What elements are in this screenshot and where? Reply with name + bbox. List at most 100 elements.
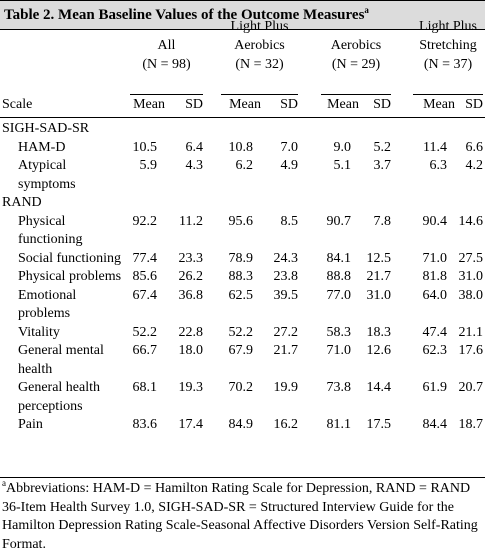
row-label: Emotional problems <box>18 287 77 322</box>
table-row: General health perceptions 68.1 19.3 70.2 19… <box>0 379 485 416</box>
cell-value: 6.6 <box>465 139 484 155</box>
cell-value: 62.5 <box>228 287 254 303</box>
row-label: General mental health <box>18 343 104 377</box>
cell-value: 66.7 <box>132 343 158 358</box>
row-label: General health perceptions <box>18 380 101 414</box>
cell-value: 27.2 <box>273 324 299 340</box>
section-row: RAND <box>0 194 485 213</box>
cell-value: 12.6 <box>366 343 392 358</box>
cell-value: 31.0 <box>458 269 484 284</box>
cell-value: 38.0 <box>458 287 484 303</box>
cell-value: 70.2 <box>228 380 254 395</box>
cell-value: 62.3 <box>422 343 448 358</box>
cell-value: 14.4 <box>366 380 392 395</box>
cell-value: 73.8 <box>326 380 352 395</box>
stat-label: SD <box>465 97 483 112</box>
row-label: Social functioning <box>18 250 122 266</box>
cell-value: 17.4 <box>178 417 204 432</box>
row-label: Atypical symptoms <box>18 158 76 192</box>
cell-value: 64.0 <box>422 287 448 303</box>
table-row: General mental health 66.7 18.0 67.9 21.7 71.… <box>0 342 485 379</box>
table-row: Physical functioning 92.2 11.2 95.6 8.5 90.7 7… <box>0 213 485 250</box>
stat-label: SD <box>373 97 391 112</box>
cell-value: 81.8 <box>422 269 448 284</box>
cell-value: 5.9 <box>139 158 158 173</box>
cell-value: 31.0 <box>366 287 392 303</box>
group-label: (N = 98) <box>142 57 191 72</box>
stat-label: Mean <box>423 97 455 112</box>
group-label: (N = 29) <box>331 57 381 72</box>
cell-value: 67.9 <box>228 343 254 358</box>
cell-value: 83.6 <box>132 417 158 432</box>
row-label: Vitality <box>18 324 60 340</box>
footnote-marker: a <box>2 478 6 488</box>
cell-value: 90.7 <box>326 213 352 229</box>
cell-value: 68.1 <box>132 380 158 395</box>
table-row: Vitality 52.2 22.8 52.2 27.2 58.3 18.3 47.4 21.1 <box>0 324 485 343</box>
section-label: SIGH-SAD-SR <box>2 121 90 136</box>
cell-value: 21.1 <box>458 324 484 340</box>
section-label: RAND <box>2 195 42 210</box>
cell-value: 5.2 <box>373 139 392 155</box>
row-label: Physical problems <box>18 269 122 284</box>
group-label: Light Plus <box>419 19 477 34</box>
table-row: HAM-D 10.5 6.4 10.8 7.0 9.0 5.2 11.4 6.6 <box>0 139 485 158</box>
table-row: Pain 83.6 17.4 84.9 16.2 81.1 17.5 84.4 18.7 <box>0 416 485 435</box>
table-title: Table 2. Mean Baseline Values of the Out… <box>4 5 369 24</box>
group-rule <box>130 94 203 95</box>
cell-value: 21.7 <box>366 269 392 284</box>
cell-value: 84.4 <box>422 417 448 432</box>
group-label: Aerobics <box>330 38 382 53</box>
cell-value: 16.2 <box>273 417 299 432</box>
stat-label: SD <box>185 97 203 112</box>
cell-value: 12.5 <box>366 250 392 266</box>
title-bar: Table 2. Mean Baseline Values of the Out… <box>0 0 485 30</box>
cell-value: 77.4 <box>132 250 158 266</box>
cell-value: 17.5 <box>366 417 392 432</box>
cell-value: 24.3 <box>273 250 299 266</box>
cell-value: 71.0 <box>422 250 448 266</box>
cell-value: 3.7 <box>373 158 392 173</box>
cell-value: 52.2 <box>228 324 254 340</box>
cell-value: 61.9 <box>422 380 448 395</box>
cell-value: 19.9 <box>273 380 299 395</box>
cell-value: 18.0 <box>178 343 204 358</box>
group-label: (N = 32) <box>235 57 284 72</box>
title-note-marker: a <box>364 5 369 15</box>
cell-value: 7.8 <box>373 213 392 229</box>
cell-value: 58.3 <box>326 324 352 340</box>
cell-value: 6.2 <box>235 158 254 173</box>
cell-value: 20.7 <box>458 380 484 395</box>
bottom-rule <box>0 477 485 478</box>
group-label: Light Plus <box>230 19 289 34</box>
cell-value: 18.7 <box>458 417 484 432</box>
cell-value: 88.3 <box>228 269 254 284</box>
group-label: Stretching <box>419 38 477 53</box>
cell-value: 4.9 <box>280 158 299 173</box>
row-label: Physical functioning <box>18 213 83 248</box>
cell-value: 52.2 <box>132 324 158 340</box>
cell-value: 9.0 <box>333 139 352 155</box>
cell-value: 84.1 <box>326 250 352 266</box>
cell-value: 11.2 <box>179 213 203 229</box>
cell-value: 18.3 <box>366 324 392 340</box>
footnote-text: Abbreviations: HAM-D = Hamilton Rating S… <box>2 481 478 552</box>
scale-label: Scale <box>2 97 33 112</box>
cell-value: 10.8 <box>228 139 254 155</box>
cell-value: 88.8 <box>326 269 352 284</box>
cell-value: 47.4 <box>422 324 448 340</box>
stat-label: SD <box>280 97 298 112</box>
row-label: HAM-D <box>18 139 66 155</box>
cell-value: 39.5 <box>273 287 299 303</box>
table-row: Social functioning 77.4 23.3 78.9 24.3 84.1 12… <box>0 250 485 269</box>
cell-value: 19.3 <box>178 380 204 395</box>
cell-value: 8.5 <box>280 213 299 229</box>
footnote: aAbbreviations: HAM-D = Hamilton Rating … <box>2 478 482 554</box>
stat-label: Mean <box>133 97 165 112</box>
cell-value: 4.3 <box>185 158 204 173</box>
cell-value: 7.0 <box>280 139 299 155</box>
table-row: Atypical symptoms 5.9 4.3 6.2 4.9 5.1 3.7 6.3 4.… <box>0 157 485 194</box>
header-rule <box>0 117 485 118</box>
cell-value: 67.4 <box>132 287 158 303</box>
